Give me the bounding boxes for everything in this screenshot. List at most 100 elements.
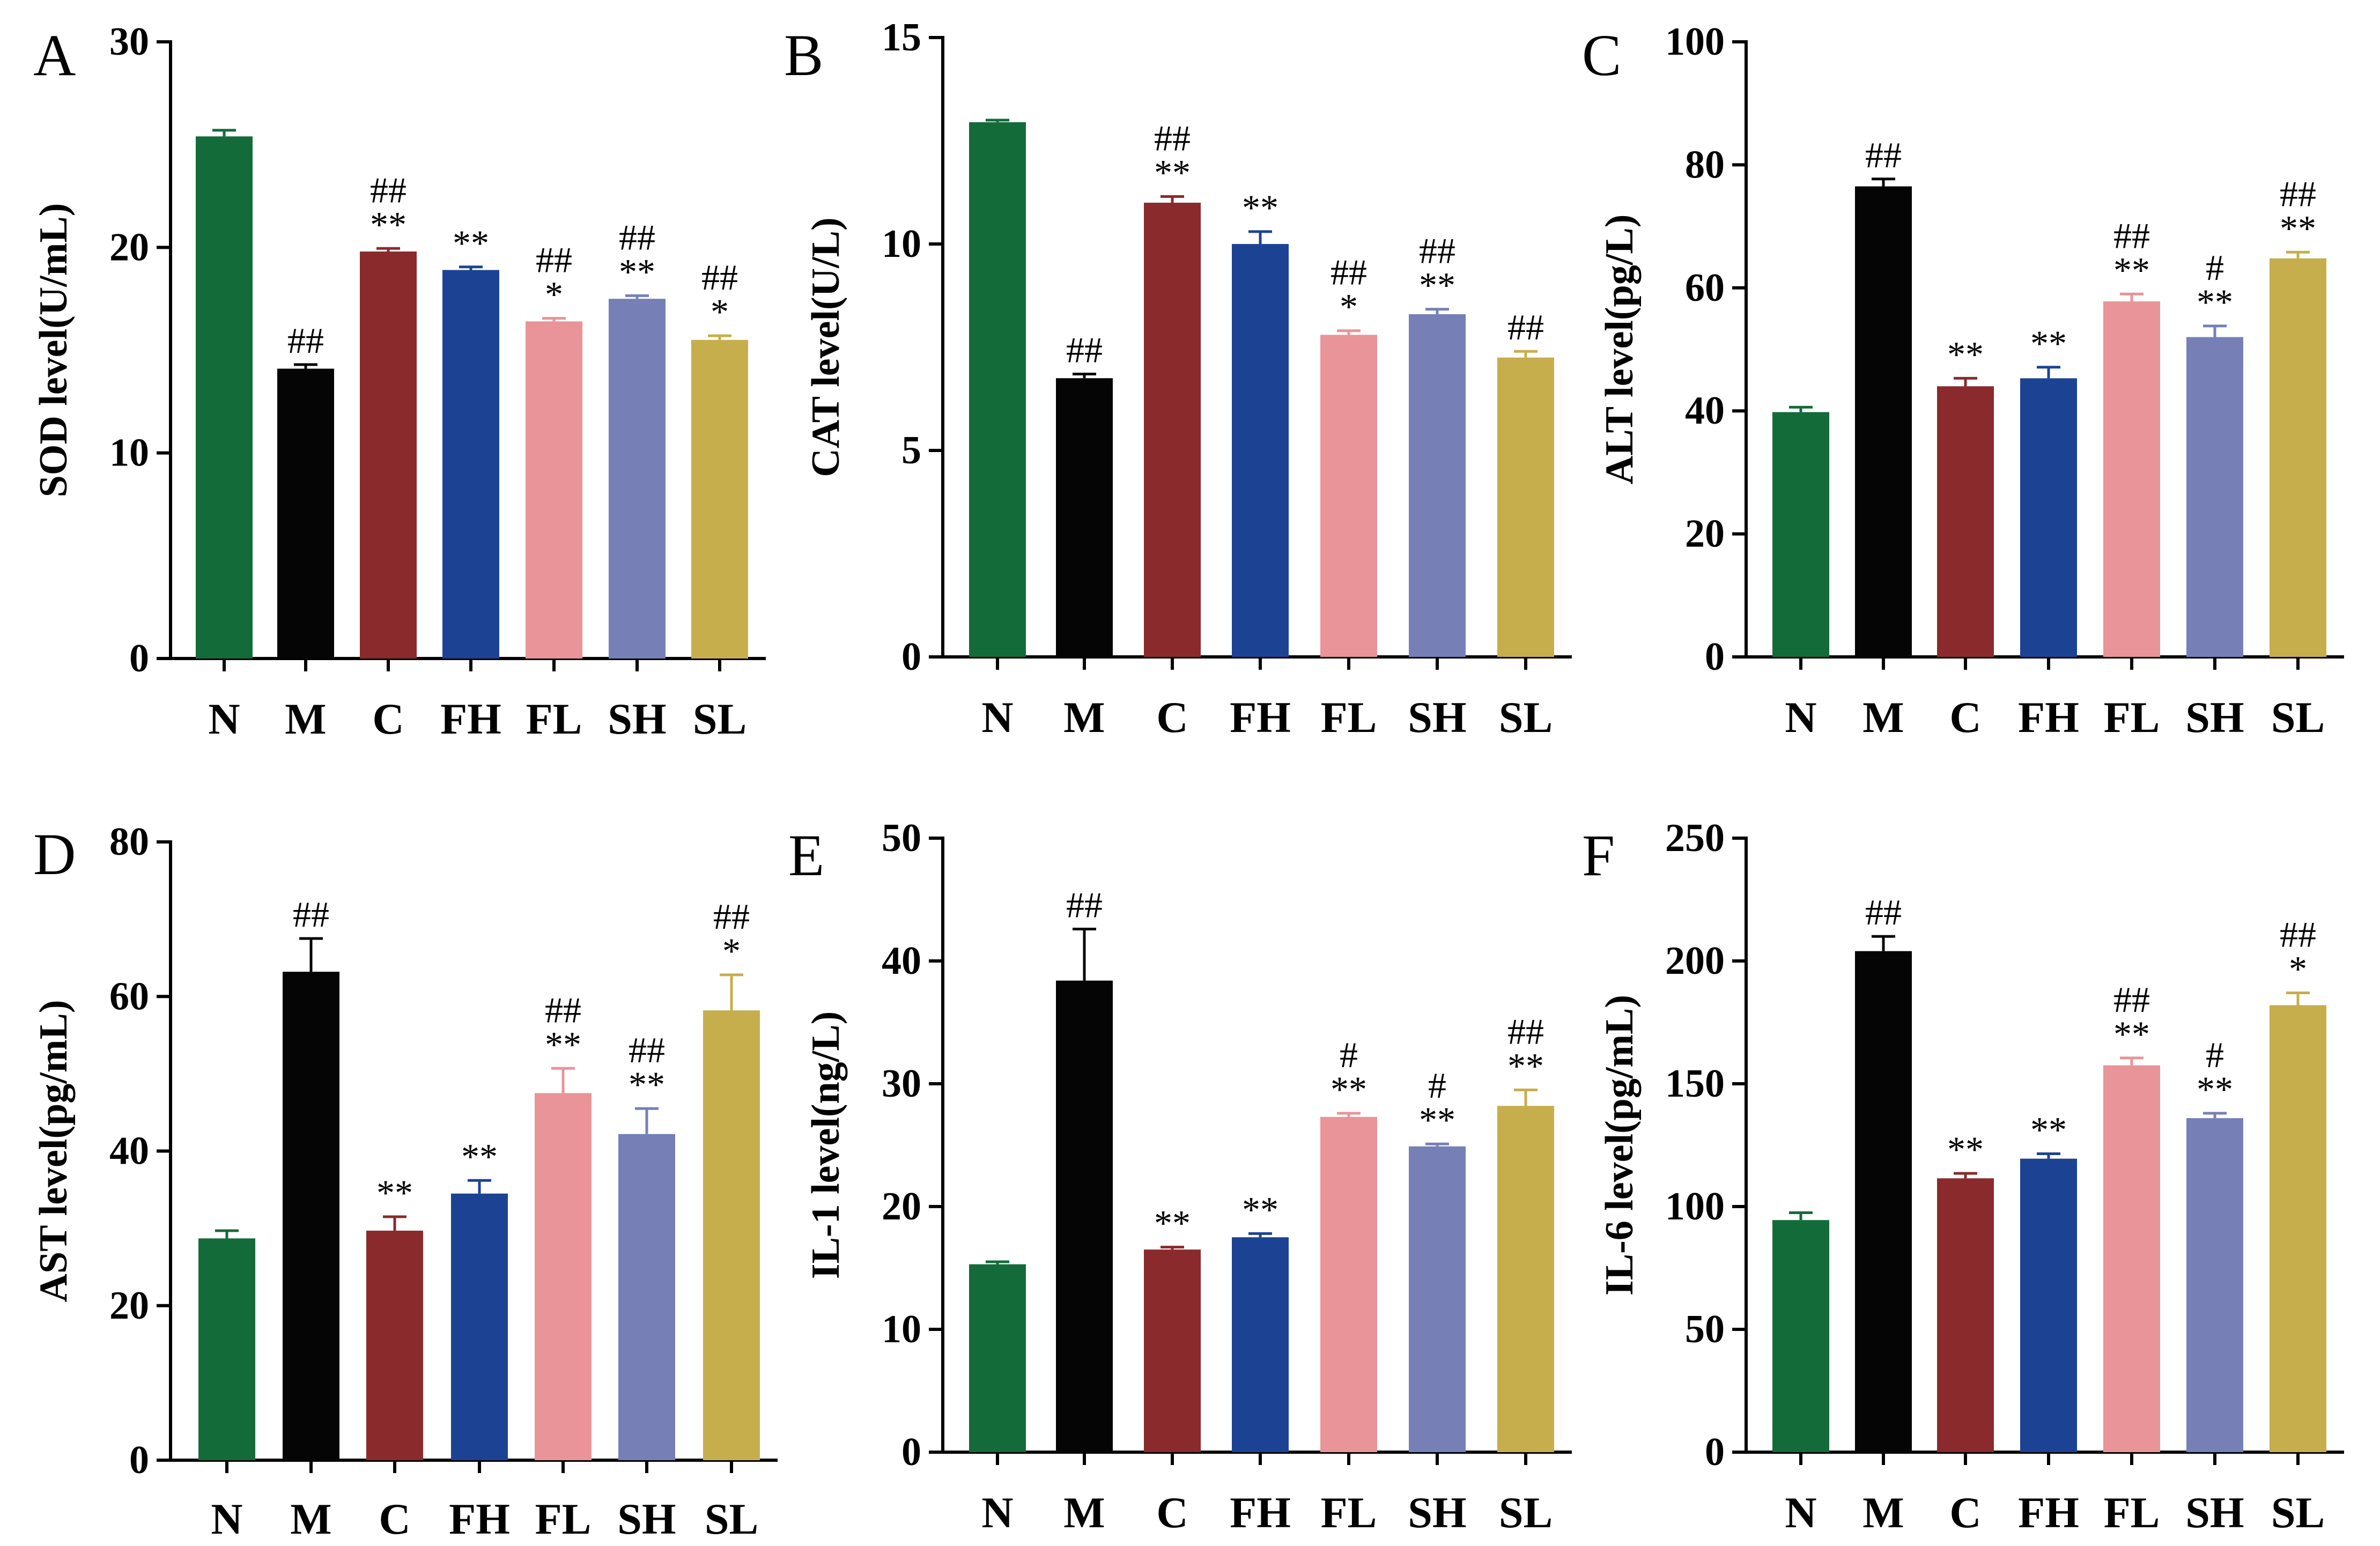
significance-star: ** — [629, 1064, 665, 1105]
bar-fl — [2103, 1065, 2160, 1452]
bar-fl — [526, 321, 582, 659]
significance-hash: ## — [713, 896, 750, 937]
bar-sl — [691, 339, 748, 659]
significance-star: ** — [461, 1136, 498, 1177]
x-tick-label: SL — [705, 1495, 758, 1543]
x-tick-label: C — [1949, 1488, 1981, 1537]
y-tick-label: 100 — [1665, 20, 1725, 64]
significance-star: ** — [2197, 282, 2233, 322]
y-tick-label: 100 — [1665, 1185, 1725, 1229]
y-tick-label: 60 — [1685, 266, 1725, 310]
y-axis-label: AST level(pg/mL) — [32, 1000, 76, 1303]
x-tick-label: FL — [535, 1495, 592, 1543]
x-tick-label: FH — [449, 1495, 510, 1543]
significance-hash: # — [1340, 1034, 1358, 1075]
bar-c — [366, 1230, 423, 1460]
bar-m — [1855, 186, 1912, 657]
x-tick-label: FL — [526, 694, 582, 743]
y-tick-label: 80 — [109, 820, 149, 864]
bar-n — [196, 136, 253, 659]
significance-star: ** — [370, 204, 406, 245]
y-axis-label: IL-1 level(ng/L) — [804, 1011, 848, 1279]
x-tick-label: FL — [2104, 1488, 2160, 1537]
significance-hash: ## — [1331, 252, 1367, 293]
x-tick-label: N — [981, 1488, 1013, 1537]
y-tick-label: 10 — [882, 1307, 921, 1351]
bar-c — [1144, 1249, 1201, 1452]
significance-hash: ## — [1419, 231, 1455, 271]
bar-c — [1144, 203, 1201, 657]
bar-fh — [1232, 1237, 1289, 1452]
x-tick-label: M — [285, 694, 326, 743]
y-tick-label: 40 — [109, 1129, 149, 1173]
significance-hash: ## — [536, 240, 572, 280]
y-tick-label: 0 — [129, 1438, 149, 1482]
bar-sh — [618, 1134, 675, 1460]
significance-star: ** — [1947, 334, 1984, 374]
bar-fh — [451, 1193, 508, 1460]
significance-star: ** — [1419, 1099, 1455, 1140]
significance-hash: ## — [2280, 173, 2316, 214]
bar-n — [1772, 412, 1829, 657]
y-tick-label: 40 — [882, 939, 921, 983]
x-tick-label: SL — [1499, 1488, 1553, 1537]
significance-hash: ## — [2280, 914, 2316, 955]
bar-c — [360, 251, 417, 659]
x-tick-label: C — [379, 1495, 410, 1543]
x-tick-label: M — [1063, 693, 1105, 742]
significance-star: ** — [2030, 1109, 2067, 1150]
bar-sl — [2270, 258, 2326, 657]
significance-star: ** — [2280, 208, 2316, 248]
significance-hash: ## — [1066, 330, 1103, 371]
panel-d: D AST level(pg/mL) 0 20 40 60 80 N M ## C ** FH ** FL #… — [32, 820, 778, 1543]
x-tick-label: FH — [1230, 1488, 1291, 1537]
x-tick-label: SH — [2185, 693, 2244, 742]
bar-sl — [1497, 357, 1554, 657]
x-tick-label: M — [1862, 1488, 1904, 1537]
significance-hash: ## — [1507, 307, 1544, 347]
bar-sh — [609, 299, 666, 659]
y-tick-label: 200 — [1665, 939, 1725, 983]
x-tick-label: FL — [1321, 1488, 1377, 1537]
significance-star: ** — [1331, 1069, 1367, 1109]
x-tick-label: FH — [2018, 1488, 2079, 1537]
significance-hash: ## — [701, 257, 738, 298]
x-tick-label: FH — [440, 694, 501, 743]
y-tick-label: 30 — [109, 20, 149, 64]
panel-c: C ALT level(pg/L) 0 20 40 60 80 100 N M ## C ** FH ** F… — [1582, 20, 2344, 742]
x-tick-label: M — [1063, 1488, 1105, 1537]
y-axis-label: CAT level(U/L) — [804, 217, 848, 477]
significance-hash: ## — [287, 320, 324, 361]
y-tick-label: 0 — [901, 1430, 921, 1474]
y-tick-label: 250 — [1665, 816, 1725, 860]
panel-letter: F — [1582, 823, 1615, 888]
significance-star: ** — [1154, 152, 1191, 193]
bar-n — [969, 1264, 1026, 1452]
bar-fh — [1232, 244, 1289, 657]
x-tick-label: FL — [1321, 693, 1377, 742]
x-tick-label: C — [1156, 693, 1188, 742]
bar-n — [969, 122, 1026, 657]
x-tick-label: SL — [2271, 1488, 2325, 1537]
y-tick-label: 60 — [109, 974, 149, 1018]
significance-star: ** — [619, 251, 655, 292]
significance-hash: ## — [1066, 884, 1103, 925]
significance-star: * — [2289, 949, 2307, 989]
bar-sl — [703, 1010, 760, 1460]
significance-hash: ## — [1154, 117, 1191, 158]
bar-m — [283, 972, 339, 1460]
bar-sh — [1409, 1146, 1466, 1452]
x-tick-label: M — [1862, 693, 1904, 742]
bar-sh — [2186, 1118, 2243, 1452]
x-tick-label: SH — [617, 1495, 676, 1543]
significance-star: ** — [2113, 1014, 2150, 1054]
y-tick-label: 10 — [882, 222, 921, 266]
significance-star: ** — [1154, 1203, 1191, 1244]
x-tick-label: N — [211, 1495, 242, 1543]
y-axis-label: ALT level(pg/L) — [1598, 214, 1642, 485]
y-tick-label: 0 — [1705, 635, 1725, 679]
bar-fl — [1320, 335, 1377, 657]
significance-star: * — [722, 930, 741, 971]
